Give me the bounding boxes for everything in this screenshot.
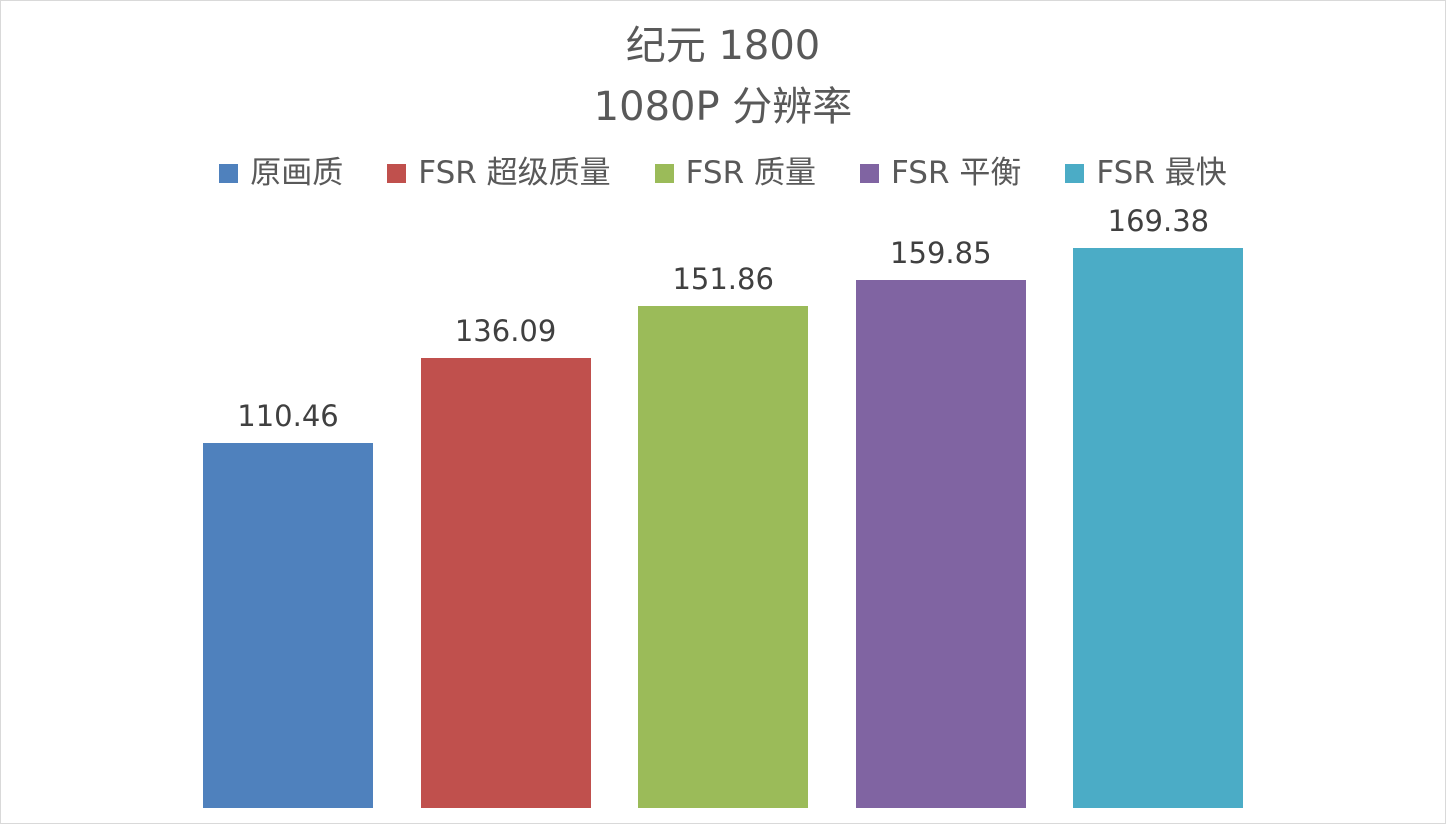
legend-swatch-icon — [654, 163, 674, 183]
bar-0 — [203, 442, 373, 808]
chart-title: 纪元 1800 — [625, 23, 821, 69]
bar-2 — [638, 306, 809, 808]
legend-label: FSR 最快 — [1096, 155, 1227, 191]
legend-label: FSR 平衡 — [891, 155, 1022, 191]
data-label: 136.09 — [454, 314, 557, 349]
chart-subtitle: 1080P 分辨率 — [593, 84, 853, 130]
legend-item: FSR 最快 — [1065, 151, 1227, 195]
legend-item: FSR 超级质量 — [387, 151, 611, 195]
legend-item: FSR 平衡 — [860, 151, 1021, 195]
data-label: 169.38 — [1107, 204, 1210, 239]
legend-label: 原画质 — [250, 155, 344, 191]
legend-item: FSR 质量 — [654, 151, 816, 195]
chart-legend: 原画质 FSR 超级质量 FSR 质量 FSR 平衡 FSR 最快 — [1, 151, 1445, 195]
data-label: 151.86 — [672, 262, 774, 297]
bar-1 — [420, 358, 591, 808]
data-label: 159.85 — [890, 235, 992, 270]
legend-item: 原画质 — [219, 151, 343, 195]
bar-3 — [855, 279, 1026, 808]
legend-swatch-icon — [860, 163, 879, 183]
data-label: 110.46 — [237, 398, 339, 433]
legend-label: FSR 质量 — [685, 155, 816, 191]
legend-swatch-icon — [219, 163, 239, 183]
bar-4 — [1073, 248, 1244, 808]
legend-swatch-icon — [387, 163, 407, 183]
legend-label: FSR 超级质量 — [418, 155, 611, 191]
legend-swatch-icon — [1065, 163, 1085, 183]
